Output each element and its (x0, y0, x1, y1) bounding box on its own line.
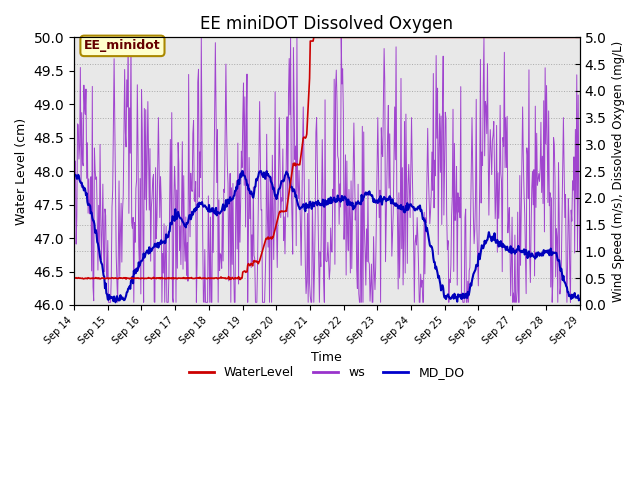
Y-axis label: Wind Speed (m/s), Dissolved Oxygen (mg/L): Wind Speed (m/s), Dissolved Oxygen (mg/L… (612, 40, 625, 302)
Text: EE_minidot: EE_minidot (84, 39, 161, 52)
Y-axis label: Water Level (cm): Water Level (cm) (15, 118, 28, 225)
X-axis label: Time: Time (312, 351, 342, 364)
Legend: WaterLevel, ws, MD_DO: WaterLevel, ws, MD_DO (184, 361, 470, 384)
Title: EE miniDOT Dissolved Oxygen: EE miniDOT Dissolved Oxygen (200, 15, 453, 33)
